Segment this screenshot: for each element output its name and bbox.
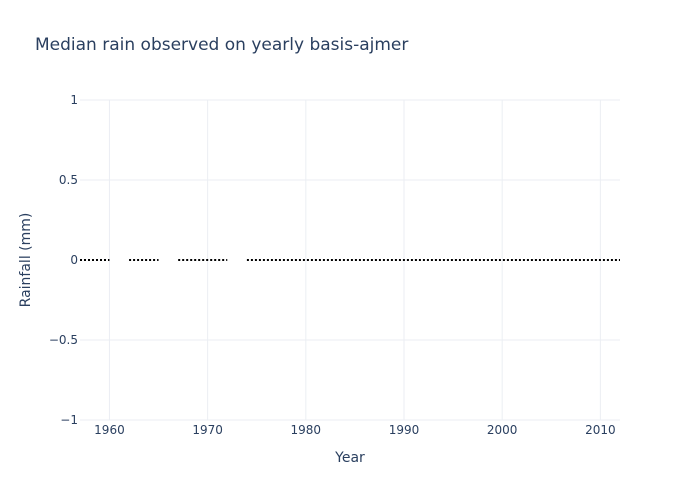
y-tick-label: 0.5 — [59, 173, 78, 187]
x-axis-title: Year — [334, 450, 365, 466]
x-tick-label: 2000 — [487, 423, 518, 437]
x-tick-label: 1970 — [192, 423, 223, 437]
x-axis-ticks: 1960 1970 1980 1990 2000 2010 — [94, 423, 615, 437]
y-tick-label: 0 — [70, 253, 78, 267]
y-axis-title: Rainfall (mm) — [18, 213, 34, 308]
x-tick-label: 1990 — [389, 423, 420, 437]
x-tick-label: 1960 — [94, 423, 125, 437]
y-tick-label: −0.5 — [49, 333, 78, 347]
x-tick-label: 2010 — [585, 423, 616, 437]
y-axis-ticks: −1 −0.5 0 0.5 1 — [49, 93, 78, 427]
chart-title: Median rain observed on yearly basis-ajm… — [35, 35, 408, 55]
y-tick-label: −1 — [60, 413, 78, 427]
x-tick-label: 1980 — [291, 423, 322, 437]
y-tick-label: 1 — [70, 93, 78, 107]
